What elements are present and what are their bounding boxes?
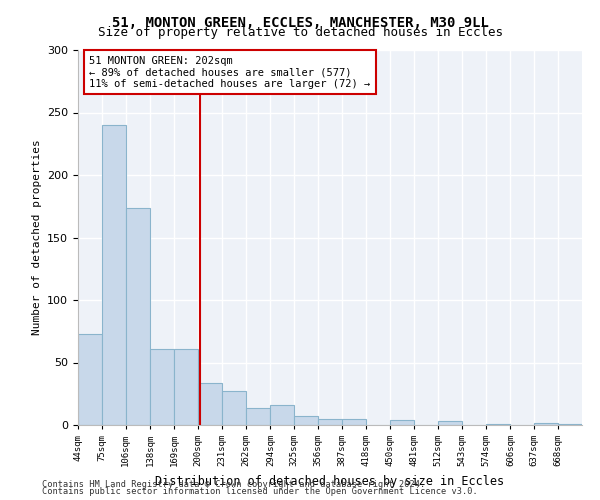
Y-axis label: Number of detached properties: Number of detached properties xyxy=(32,140,41,336)
Bar xyxy=(126,208,151,425)
Bar xyxy=(294,416,318,425)
Bar xyxy=(486,424,511,425)
Bar xyxy=(534,422,558,425)
Text: Contains HM Land Registry data © Crown copyright and database right 2024.: Contains HM Land Registry data © Crown c… xyxy=(42,480,425,489)
Text: 51 MONTON GREEN: 202sqm
← 89% of detached houses are smaller (577)
11% of semi-d: 51 MONTON GREEN: 202sqm ← 89% of detache… xyxy=(89,56,370,89)
X-axis label: Distribution of detached houses by size in Eccles: Distribution of detached houses by size … xyxy=(155,474,505,488)
Bar xyxy=(198,382,222,425)
Bar xyxy=(102,125,126,425)
Bar xyxy=(438,421,462,425)
Bar xyxy=(151,349,174,425)
Bar xyxy=(271,405,294,425)
Bar xyxy=(174,349,198,425)
Bar xyxy=(318,419,342,425)
Bar xyxy=(222,391,246,425)
Bar xyxy=(391,420,414,425)
Bar xyxy=(342,419,366,425)
Bar xyxy=(558,424,582,425)
Bar xyxy=(78,334,102,425)
Bar xyxy=(246,408,271,425)
Text: Contains public sector information licensed under the Open Government Licence v3: Contains public sector information licen… xyxy=(42,488,478,496)
Text: Size of property relative to detached houses in Eccles: Size of property relative to detached ho… xyxy=(97,26,503,39)
Text: 51, MONTON GREEN, ECCLES, MANCHESTER, M30 9LL: 51, MONTON GREEN, ECCLES, MANCHESTER, M3… xyxy=(112,16,488,30)
